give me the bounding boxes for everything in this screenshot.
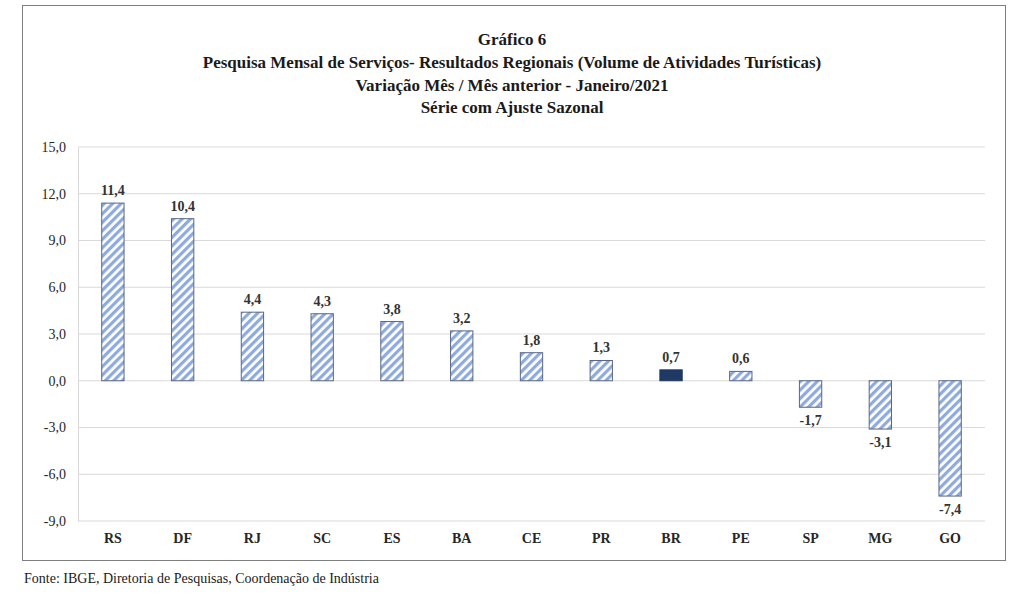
data-label: 4,4 [244, 292, 262, 307]
bar [799, 381, 821, 407]
x-tick: BA [452, 521, 472, 546]
grid-line [78, 474, 985, 475]
data-labels: 11,4 10,4 4,4 4,3 3,8 3,2 1,8 1,3 0,7 0,6 -1,7 -3,1… [101, 183, 961, 517]
grid-line [78, 521, 985, 522]
y-tick: -9,0 [44, 514, 78, 529]
x-tick-label: PR [592, 531, 612, 546]
data-label: -1,7 [799, 413, 821, 428]
x-tick: GO [939, 521, 961, 546]
data-label: 0,6 [732, 351, 750, 366]
x-tick-label: RS [104, 531, 122, 546]
x-tick: CE [522, 521, 541, 546]
y-tick: -6,0 [44, 467, 78, 482]
x-tick-label: CE [522, 531, 541, 546]
x-tick-label: SC [313, 531, 331, 546]
bar [102, 203, 124, 381]
source: Fonte: IBGE, Diretoria de Pesquisas, Coo… [24, 571, 380, 586]
grid-line [78, 147, 985, 148]
x-tick-label: MG [868, 531, 892, 546]
data-label: -3,1 [869, 435, 891, 450]
grid-line [78, 427, 985, 428]
y-tick-label: 3,0 [49, 327, 67, 342]
y-tick-label: 12,0 [42, 187, 67, 202]
data-label: 0,7 [662, 350, 680, 365]
grid-line [78, 287, 985, 288]
y-tick: 12,0 [42, 187, 79, 202]
data-label: 10,4 [170, 199, 195, 214]
bar [311, 314, 333, 381]
x-tick: PE [732, 521, 750, 546]
x-tick: DF [173, 521, 192, 546]
bar [590, 360, 612, 380]
x-tick: BR [661, 521, 681, 546]
x-tick: SC [313, 521, 331, 546]
x-tick-label: DF [173, 531, 192, 546]
chart: Gráfico 6 Pesquisa Mensal de Serviços- Re… [0, 0, 1024, 597]
x-tick-label: BA [452, 531, 472, 546]
bar [869, 381, 891, 429]
x-axis: RS DF RJ SC ES BA CE PR BR PE SP MG GO [104, 521, 961, 546]
y-tick: 9,0 [49, 233, 79, 248]
x-tick-label: RJ [244, 531, 261, 546]
grid-line [78, 240, 985, 241]
bars [102, 203, 962, 496]
grid [78, 147, 985, 521]
subtitle: Variação Mês / Mês anterior - Janeiro/20… [355, 76, 668, 95]
data-label: 1,3 [593, 340, 611, 355]
bar [451, 331, 473, 381]
y-tick: 15,0 [42, 140, 79, 155]
x-tick: SP [802, 521, 819, 546]
y-tick-label: 0,0 [49, 374, 67, 389]
title: Gráfico 6 [478, 30, 546, 49]
x-tick-label: GO [939, 531, 961, 546]
data-label: 4,3 [313, 294, 331, 309]
x-tick: RJ [244, 521, 261, 546]
bar [381, 322, 403, 381]
frame [23, 6, 1006, 561]
y-tick-label: -3,0 [44, 420, 66, 435]
x-tick-label: SP [802, 531, 819, 546]
subtitle: Pesquisa Mensal de Serviços- Resultados … [203, 53, 822, 72]
bar [171, 219, 193, 381]
data-label: 3,8 [383, 302, 401, 317]
x-tick: RS [104, 521, 122, 546]
x-tick-label: PE [732, 531, 750, 546]
y-tick-label: 9,0 [49, 233, 67, 248]
x-tick: PR [592, 521, 612, 546]
data-label: 3,2 [453, 311, 471, 326]
data-label: 1,8 [523, 333, 541, 348]
bar [660, 370, 682, 381]
x-tick: ES [383, 521, 400, 546]
y-tick-label: -6,0 [44, 467, 66, 482]
x-tick-label: ES [383, 531, 400, 546]
y-tick-label: -9,0 [44, 514, 66, 529]
x-tick-label: BR [661, 531, 681, 546]
data-label: 11,4 [101, 183, 125, 198]
x-tick: MG [868, 521, 892, 546]
y-axis: -9,0 -6,0 -3,0 0,0 3,0 6,0 9,0 12,0 15,0 [42, 140, 79, 529]
y-tick: 3,0 [49, 327, 79, 342]
y-axis-line [78, 148, 79, 522]
y-tick-label: 6,0 [49, 280, 67, 295]
subtitle: Série com Ajuste Sazonal [421, 98, 604, 117]
data-label: -7,4 [939, 502, 961, 517]
bar [241, 312, 263, 381]
y-tick: 6,0 [49, 280, 79, 295]
grid-line [78, 193, 985, 194]
y-tick: 0,0 [49, 374, 79, 389]
y-tick-label: 15,0 [42, 140, 67, 155]
bar [520, 353, 542, 381]
bar [730, 371, 752, 380]
bar [939, 381, 961, 496]
y-tick: -3,0 [44, 420, 78, 435]
